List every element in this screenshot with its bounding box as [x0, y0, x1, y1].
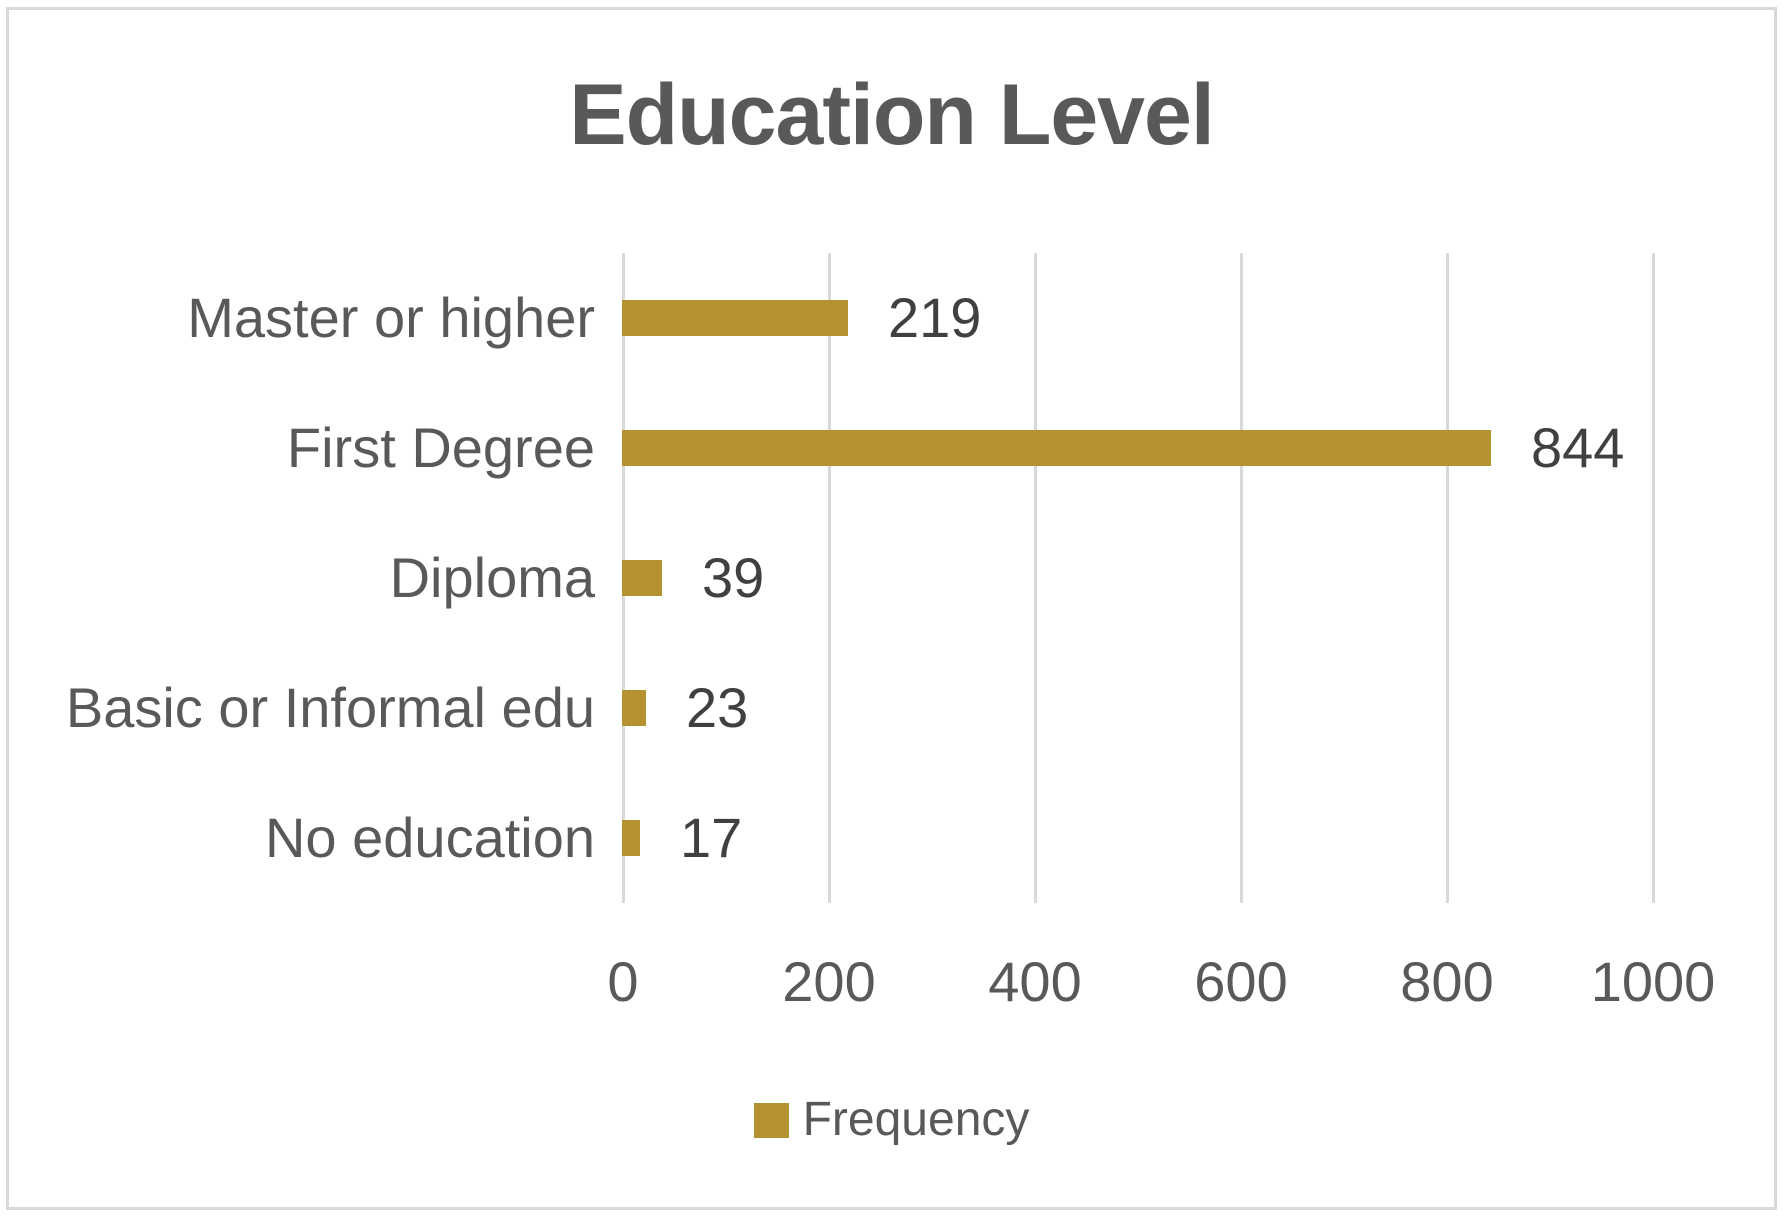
- gridline: [1446, 253, 1449, 903]
- bar-value-label: 219: [888, 286, 982, 349]
- chart-frame: Education Level 219 844 39 23 17 Master or h…: [6, 7, 1777, 1210]
- x-tick-label: 0: [607, 950, 639, 1013]
- gridline: [828, 253, 831, 903]
- category-label: Basic or Informal edu: [65, 676, 595, 739]
- x-tick-label: 200: [782, 950, 876, 1013]
- chart-title: Education Level: [569, 67, 1215, 163]
- x-tick-label: 400: [988, 950, 1082, 1013]
- bar: [622, 560, 662, 596]
- bar: [622, 690, 646, 726]
- category-label: Master or higher: [187, 286, 595, 349]
- bar: [622, 820, 640, 856]
- x-tick-label: 1000: [1590, 950, 1716, 1013]
- category-label: Diploma: [389, 546, 595, 609]
- legend-label: Frequency: [802, 1093, 1030, 1146]
- category-label: First Degree: [286, 416, 595, 479]
- gridline: [1034, 253, 1037, 903]
- category-label: No education: [264, 806, 595, 869]
- bar-value-label: 17: [680, 806, 743, 869]
- bar: [622, 300, 848, 336]
- legend: Frequency: [9, 1096, 1774, 1144]
- bar-value-label: 23: [686, 676, 749, 739]
- x-tick-label: 800: [1400, 950, 1494, 1013]
- plot-area: 219 844 39 23 17: [622, 253, 1707, 903]
- gridline: [1240, 253, 1243, 903]
- x-tick-label: 600: [1194, 950, 1288, 1013]
- bar-value-label: 844: [1531, 416, 1625, 479]
- bar: [622, 430, 1491, 466]
- bar-value-label: 39: [702, 546, 765, 609]
- gridline: [1652, 253, 1655, 903]
- legend-swatch: [753, 1102, 789, 1138]
